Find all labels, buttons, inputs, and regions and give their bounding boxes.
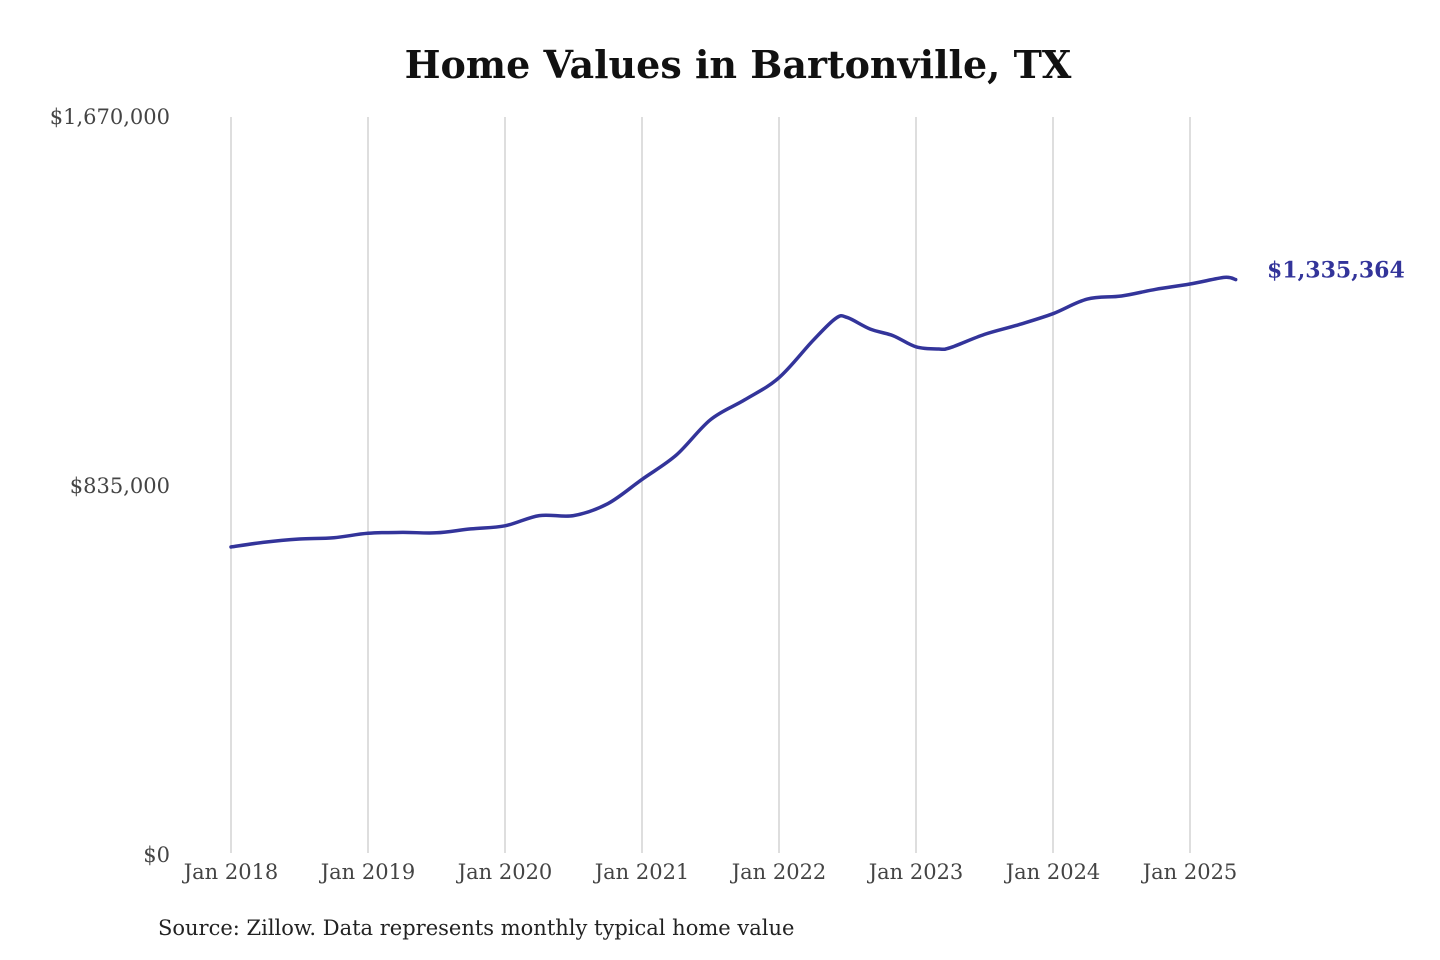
source-note: Source: Zillow. Data represents monthly … <box>158 916 795 940</box>
x-tick-label: Jan 2020 <box>456 860 553 884</box>
x-tick-label: Jan 2022 <box>730 860 827 884</box>
x-tick-label: Jan 2021 <box>593 860 690 884</box>
x-tick-label: Jan 2025 <box>1141 860 1238 884</box>
y-tick-label: $1,670,000 <box>50 105 170 129</box>
x-tick-label: Jan 2019 <box>319 860 416 884</box>
end-value-label: $1,335,364 <box>1267 258 1405 284</box>
y-tick-label: $835,000 <box>70 474 170 498</box>
series-lines <box>229 275 1238 549</box>
annotations: $1,335,364 <box>1267 258 1405 284</box>
x-axis-ticks: Jan 2018 Jan 2019 Jan 2020 Jan 2021 Jan 2022… <box>182 860 1238 884</box>
grid-lines <box>230 117 1191 853</box>
x-tick-label: Jan 2023 <box>867 860 964 884</box>
y-tick-label: $0 <box>143 843 170 867</box>
x-tick-label: Jan 2018 <box>182 860 279 884</box>
y-axis-ticks: $0 $835,000 $1,670,000 <box>50 105 170 867</box>
chart-title: Home Values in Bartonville, TX <box>404 42 1072 87</box>
series-line <box>229 275 1238 549</box>
x-tick-label: Jan 2024 <box>1004 860 1101 884</box>
